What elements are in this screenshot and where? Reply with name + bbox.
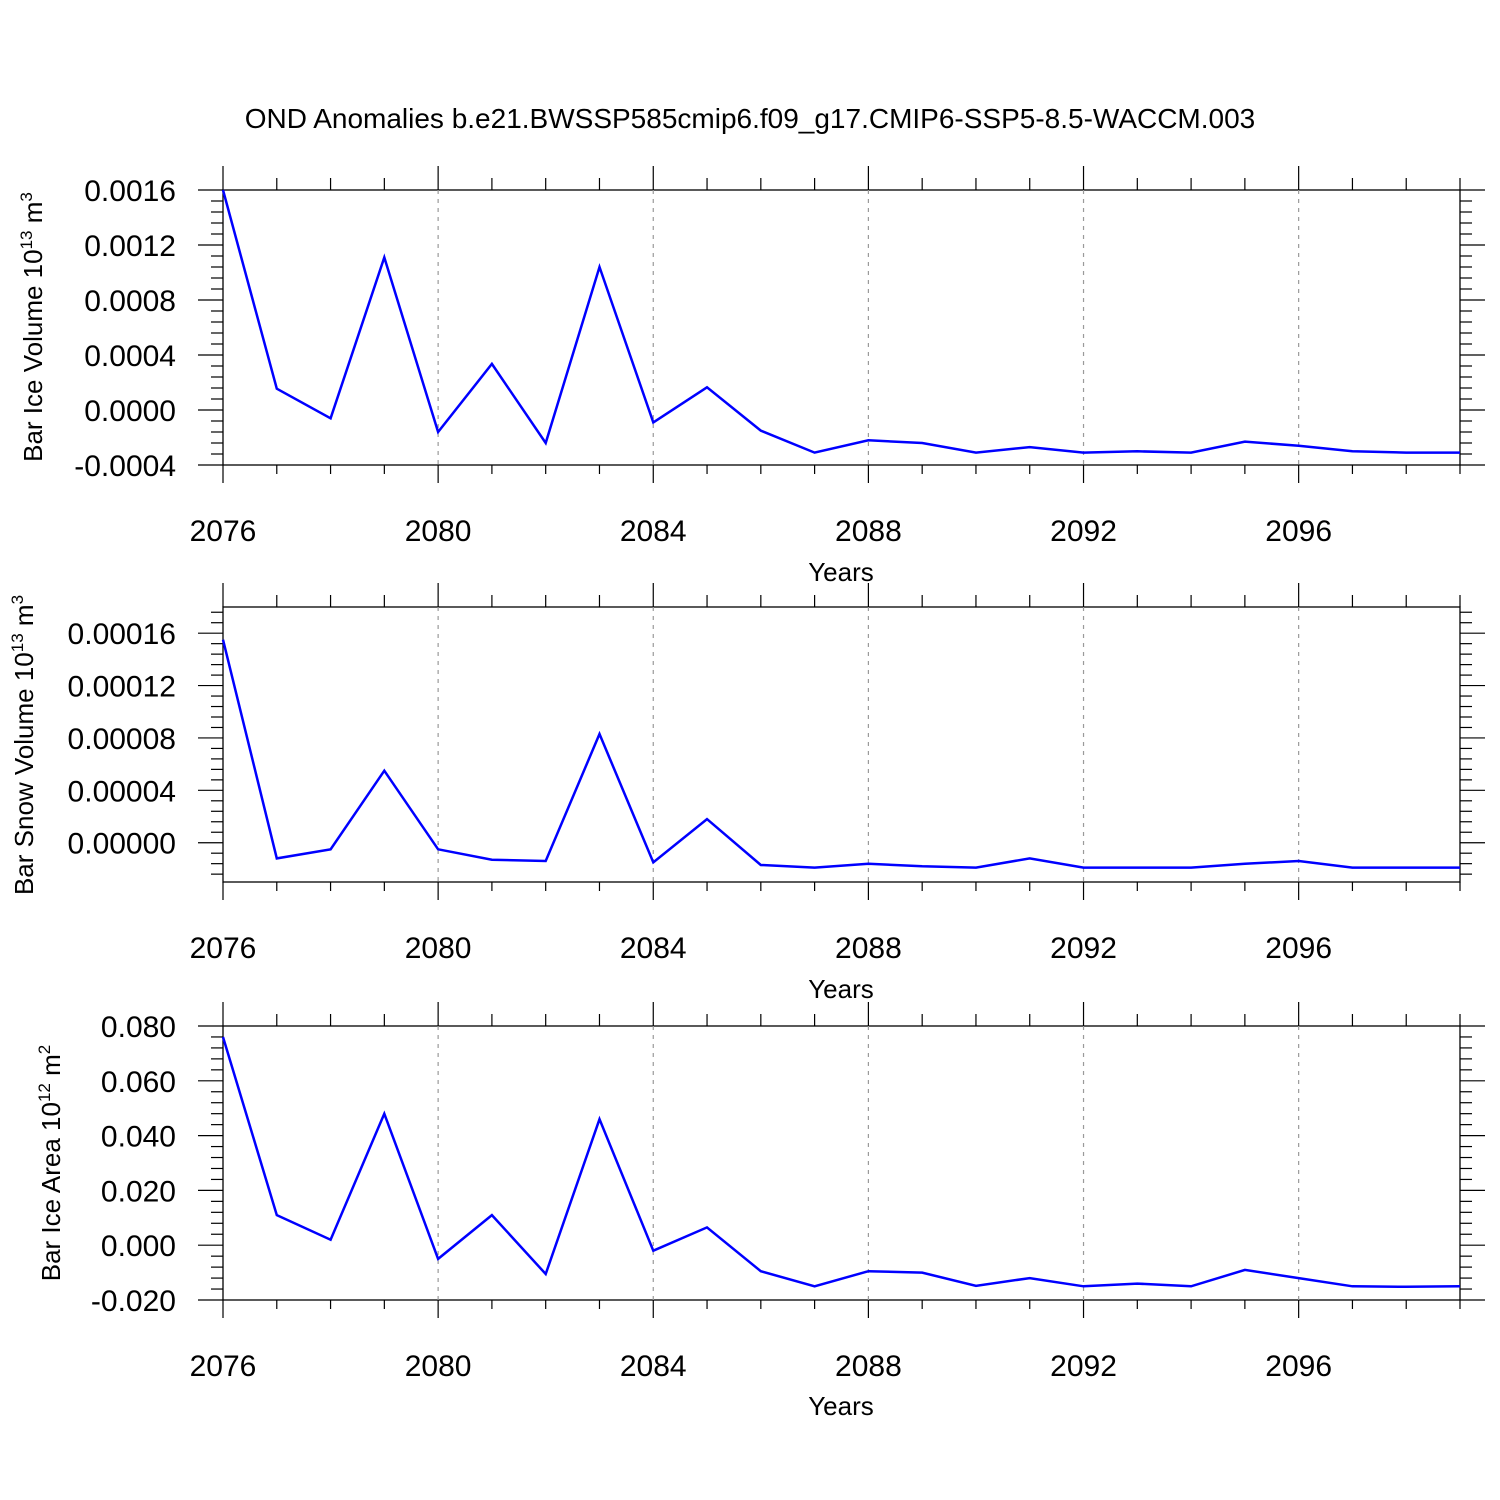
x-tick-label: 2080	[405, 515, 472, 548]
chart-title: OND Anomalies b.e21.BWSSP585cmip6.f09_g1…	[245, 103, 1256, 134]
x-tick-label: 2076	[190, 932, 257, 965]
y-tick-label: 0.040	[101, 1121, 176, 1154]
y-tick-label: 0.00012	[68, 671, 176, 704]
series-line-snow-volume	[221, 639, 1460, 869]
x-axis-label: Years	[808, 1391, 874, 1421]
x-axis-label: Years	[808, 974, 874, 1004]
x-tick-label: 2096	[1265, 515, 1332, 548]
y-tick-label: -0.020	[91, 1285, 176, 1318]
y-tick-label: 0.060	[101, 1066, 176, 1099]
y-tick-label: 0.00004	[68, 775, 176, 808]
y-tick-label: 0.00016	[68, 618, 176, 651]
plot-frame	[222, 1025, 1461, 1301]
x-tick-label: 2088	[835, 1350, 902, 1383]
x-tick-label: 2092	[1050, 515, 1117, 548]
panel-ice-volume: 2076 2080 2084 2088 2092 2096 0.0016 0.0012 0.0…	[17, 166, 1485, 587]
panel-snow-volume: 2076 2080 2084 2088 2092 2096 0.00016 0.00012 0…	[8, 583, 1485, 1004]
y-axis-label: Bar Snow Volume 1013 m3	[8, 595, 39, 895]
y-axis-label: Bar Ice Volume 1013 m3	[17, 192, 48, 462]
x-tick-label: 2084	[620, 515, 687, 548]
x-tick-label: 2076	[190, 515, 257, 548]
plot-frame	[222, 606, 1461, 883]
y-tick-label: 0.0012	[84, 230, 176, 263]
x-tick-label: 2088	[835, 932, 902, 965]
panel-ice-area: 2076 2080 2084 2088 2092 2096 0.080 0.060 0.040…	[35, 1002, 1485, 1421]
x-tick-label: 2080	[405, 1350, 472, 1383]
x-tick-label: 2080	[405, 932, 472, 965]
y-tick-label: 0.0016	[84, 175, 176, 208]
x-tick-label: 2084	[620, 1350, 687, 1383]
y-axis-label: Bar Ice Area 1012 m2	[35, 1045, 66, 1282]
x-tick-label: 2092	[1050, 932, 1117, 965]
y-tick-label: 0.0000	[84, 395, 176, 428]
series-line-ice-area	[221, 1036, 1461, 1289]
plot-frame	[222, 189, 1461, 466]
y-tick-label: 0.080	[101, 1011, 176, 1044]
x-tick-label: 2092	[1050, 1350, 1117, 1383]
x-tick-label: 2088	[835, 515, 902, 548]
x-tick-label: 2084	[620, 932, 687, 965]
y-tick-label: 0.0008	[84, 285, 176, 318]
y-tick-label: 0.0004	[84, 340, 176, 373]
y-tick-label: -0.0004	[74, 450, 176, 483]
y-tick-label: 0.00008	[68, 723, 176, 756]
x-tick-label: 2096	[1265, 1350, 1332, 1383]
y-tick-label: 0.00000	[68, 828, 176, 861]
series-line-ice-volume	[221, 189, 1460, 454]
y-tick-label: 0.020	[101, 1175, 176, 1208]
x-tick-label: 2096	[1265, 932, 1332, 965]
x-axis-label: Years	[808, 557, 874, 587]
y-tick-label: 0.000	[101, 1230, 176, 1263]
x-tick-label: 2076	[190, 1350, 257, 1383]
